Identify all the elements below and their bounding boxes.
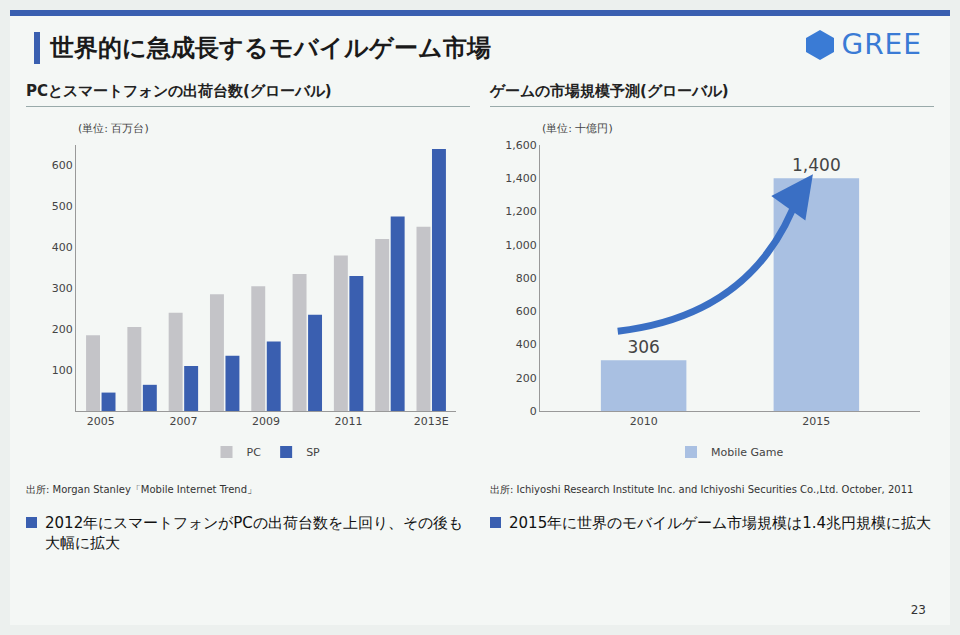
html-text:23: 23 [910, 603, 926, 617]
svg-text:600: 600 [516, 305, 537, 318]
svg-text:1,400: 1,400 [792, 155, 841, 175]
svg-text:0: 0 [530, 405, 537, 418]
svg-text:2013E: 2013E [414, 415, 449, 428]
svg-text:(単位: 十億円): (単位: 十億円) [542, 122, 613, 135]
svg-text:1,000: 1,000 [505, 239, 537, 252]
svg-text:800: 800 [516, 272, 537, 285]
svg-text:2007: 2007 [169, 415, 197, 428]
svg-text:2010: 2010 [630, 415, 658, 428]
svg-text:200: 200 [516, 372, 537, 385]
svg-text:2015: 2015 [802, 415, 830, 428]
svg-text:PC: PC [247, 446, 262, 459]
html-text:出所: Morgan Stanley「Mobile Inte: 出所: Morgan Stanley「Mobile Internet Trend… [26, 484, 257, 495]
svg-text:200: 200 [52, 323, 73, 336]
svg-text:2011: 2011 [335, 415, 363, 428]
svg-text:1,400: 1,400 [505, 172, 537, 185]
svg-text:306: 306 [627, 337, 659, 357]
svg-text:100: 100 [52, 364, 73, 377]
html-text:世界的に急成長するモバイルゲーム市場: 世界的に急成長するモバイルゲーム市場 [50, 34, 491, 62]
svg-text:(単位: 百万台): (単位: 百万台) [78, 122, 149, 135]
svg-text:500: 500 [52, 200, 73, 213]
svg-text:2005: 2005 [87, 415, 115, 428]
svg-text:2009: 2009 [252, 415, 280, 428]
html-text:GREE: GREE [841, 28, 922, 61]
svg-text:SP: SP [306, 446, 320, 459]
html-text:ゲームの市場規模予測(グローバル): ゲームの市場規模予測(グローバル) [490, 82, 729, 100]
svg-text:400: 400 [516, 338, 537, 351]
html-text:2015年に世界のモバイルゲーム市場規模は1.4兆円規模に拡: 2015年に世界のモバイルゲーム市場規模は1.4兆円規模に拡大 [509, 514, 931, 532]
html-text:PCとスマートフォンの出荷台数(グローバル): PCとスマートフォンの出荷台数(グローバル) [26, 82, 332, 100]
svg-text:Mobile Game: Mobile Game [711, 446, 784, 459]
html-text:2012年にスマートフォンがPCの出荷台数を上回り、その後も: 2012年にスマートフォンがPCの出荷台数を上回り、その後も大幅に拡大 [45, 514, 463, 552]
svg-text:300: 300 [52, 282, 73, 295]
svg-text:1,600: 1,600 [505, 139, 537, 152]
svg-text:1,200: 1,200 [505, 205, 537, 218]
html-text:出所: Ichiyoshi Research Institu: 出所: Ichiyoshi Research Institute Inc. an… [490, 484, 914, 495]
svg-text:400: 400 [52, 241, 73, 254]
svg-text:600: 600 [52, 159, 73, 172]
